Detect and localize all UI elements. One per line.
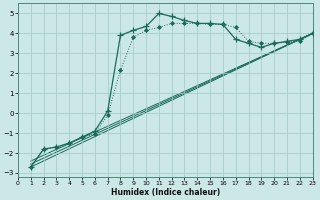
X-axis label: Humidex (Indice chaleur): Humidex (Indice chaleur): [111, 188, 220, 197]
